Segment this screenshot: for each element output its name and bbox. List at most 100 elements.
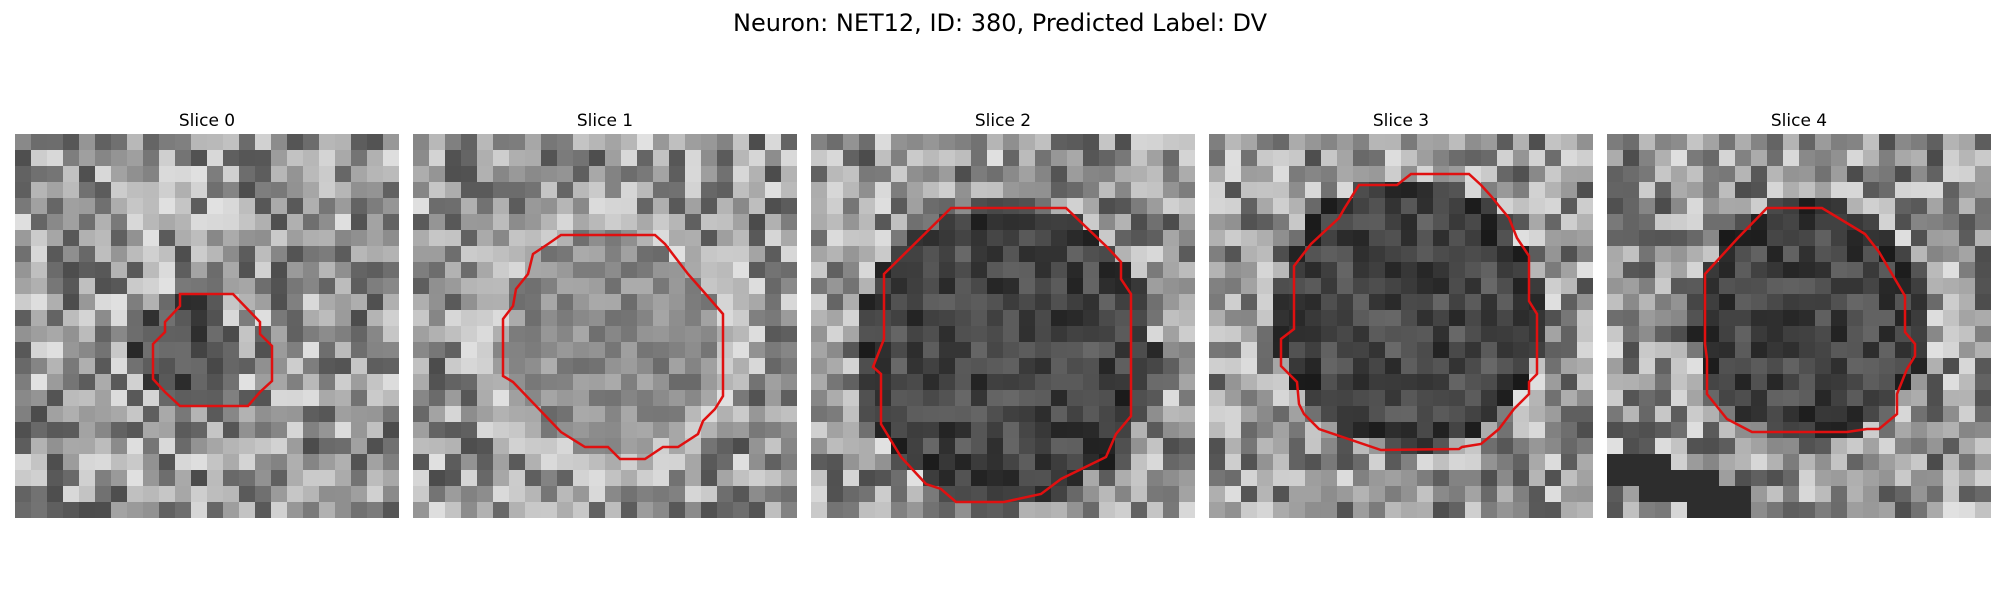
pixel-tile	[191, 390, 207, 406]
pixel-tile	[843, 406, 859, 422]
pixel-tile	[605, 486, 621, 502]
pixel-tile	[351, 470, 367, 486]
pixel-tile	[939, 262, 955, 278]
pixel-tile	[1497, 278, 1513, 294]
pixel-tile	[1209, 246, 1225, 262]
pixel-tile	[367, 198, 383, 214]
pixel-tile	[605, 262, 621, 278]
pixel-tile	[223, 214, 239, 230]
pixel-tile	[843, 438, 859, 454]
pixel-tile	[15, 278, 31, 294]
pixel-tile	[525, 358, 541, 374]
pixel-tile	[1513, 374, 1529, 390]
pixel-tile	[605, 454, 621, 470]
pixel-tile	[1019, 262, 1035, 278]
pixel-tile	[287, 326, 303, 342]
pixel-tile	[1115, 438, 1131, 454]
pixel-tile	[557, 150, 573, 166]
pixel-tile	[1703, 406, 1719, 422]
pixel-tile	[685, 294, 701, 310]
pixel-tile	[127, 150, 143, 166]
pixel-tile	[717, 150, 733, 166]
pixel-tile	[1815, 326, 1831, 342]
pixel-tile	[1497, 438, 1513, 454]
pixel-tile	[605, 310, 621, 326]
pixel-tile	[1051, 454, 1067, 470]
pixel-tile	[1831, 406, 1847, 422]
pixel-tile	[429, 198, 445, 214]
pixel-tile	[1321, 310, 1337, 326]
pixel-tile	[557, 470, 573, 486]
pixel-tile	[843, 326, 859, 342]
pixel-tile	[1179, 390, 1195, 406]
pixel-tile	[1513, 326, 1529, 342]
pixel-tile	[875, 198, 891, 214]
pixel-tile	[255, 214, 271, 230]
pixel-tile	[367, 166, 383, 182]
pixel-tile	[1815, 470, 1831, 486]
pixel-tile	[223, 374, 239, 390]
pixel-tile	[557, 374, 573, 390]
pixel-tile	[685, 358, 701, 374]
pixel-tile	[1911, 134, 1927, 150]
pixel-tile	[1179, 246, 1195, 262]
pixel-tile	[1067, 326, 1083, 342]
pixel-tile	[1465, 198, 1481, 214]
pixel-tile	[1051, 182, 1067, 198]
pixel-tile	[1719, 182, 1735, 198]
pixel-tile	[191, 470, 207, 486]
pixel-tile	[1003, 390, 1019, 406]
pixel-tile	[573, 198, 589, 214]
pixel-tile	[1321, 454, 1337, 470]
pixel-tile	[1083, 134, 1099, 150]
pixel-tile	[79, 438, 95, 454]
pixel-tile	[939, 406, 955, 422]
pixel-tile	[859, 134, 875, 150]
pixel-tile	[1067, 454, 1083, 470]
pixel-tile	[1545, 438, 1561, 454]
pixel-tile	[335, 182, 351, 198]
pixel-tile	[367, 358, 383, 374]
pixel-tile	[1577, 358, 1593, 374]
pixel-tile	[1943, 406, 1959, 422]
pixel-tile	[811, 486, 827, 502]
pixel-tile	[191, 438, 207, 454]
pixel-tile	[31, 326, 47, 342]
pixel-tile	[1051, 326, 1067, 342]
pixel-tile	[95, 502, 111, 518]
pixel-tile	[1433, 262, 1449, 278]
pixel-tile	[1099, 150, 1115, 166]
pixel-tile	[1959, 454, 1975, 470]
pixel-tile	[1305, 262, 1321, 278]
pixel-tile	[47, 134, 63, 150]
pixel-tile	[319, 454, 335, 470]
pixel-tile	[1099, 182, 1115, 198]
pixel-tile	[891, 374, 907, 390]
pixel-tile	[1433, 470, 1449, 486]
pixel-tile	[303, 246, 319, 262]
pixel-tile	[1337, 134, 1353, 150]
pixel-tile	[1241, 214, 1257, 230]
pixel-tile	[477, 310, 493, 326]
pixel-tile	[781, 342, 797, 358]
pixel-tile	[1179, 406, 1195, 422]
pixel-tile	[509, 406, 525, 422]
pixel-tile	[827, 230, 843, 246]
pixel-tile	[1289, 166, 1305, 182]
pixel-tile	[1289, 182, 1305, 198]
pixel-tile	[1959, 326, 1975, 342]
pixel-tile	[1607, 182, 1623, 198]
pixel-tile	[1369, 134, 1385, 150]
pixel-tile	[509, 214, 525, 230]
pixel-tile	[557, 310, 573, 326]
pixel-tile	[1273, 166, 1289, 182]
pixel-tile	[383, 134, 399, 150]
pixel-tile	[1417, 454, 1433, 470]
pixel-tile	[1099, 214, 1115, 230]
pixel-tile	[1879, 278, 1895, 294]
pixel-tile	[255, 134, 271, 150]
pixel-tile	[573, 470, 589, 486]
pixel-tile	[1497, 470, 1513, 486]
pixel-tile	[79, 502, 95, 518]
pixel-tile	[1353, 502, 1369, 518]
